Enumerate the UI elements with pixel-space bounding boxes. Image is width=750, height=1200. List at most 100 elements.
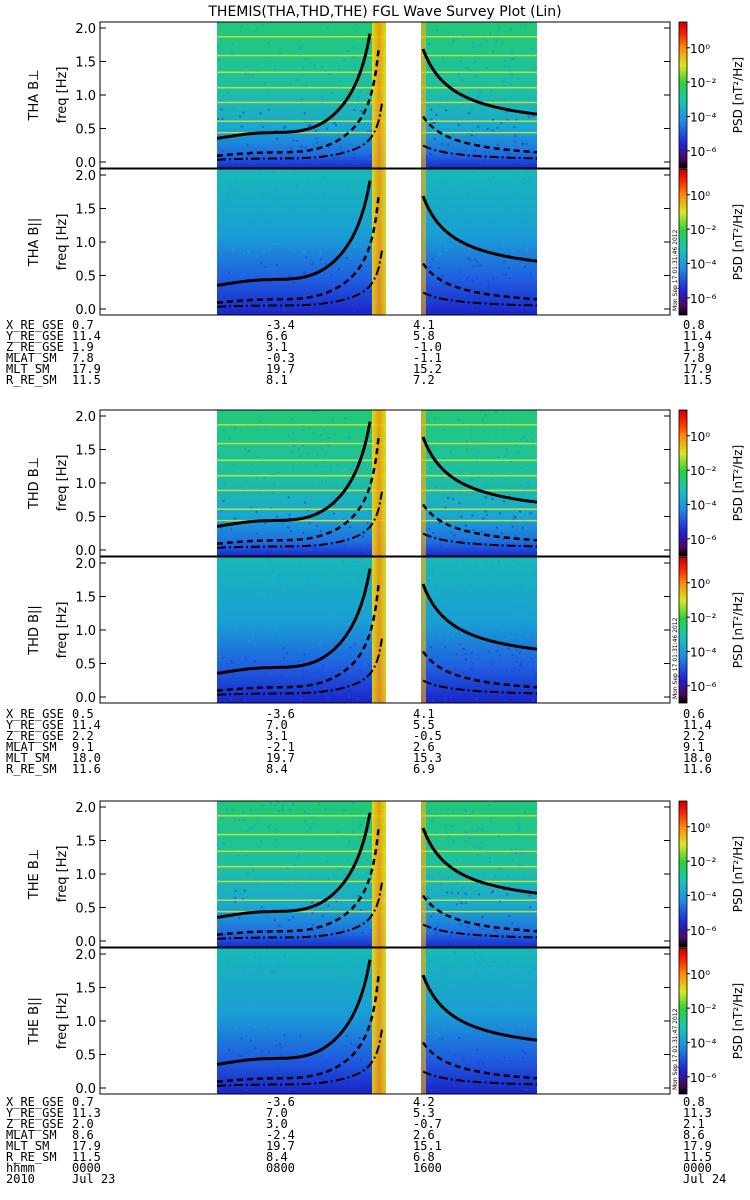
speckle: [528, 485, 530, 488]
speckle: [441, 477, 444, 480]
speckle: [437, 1033, 440, 1036]
orbit-value: 19.7: [266, 751, 295, 765]
speckle: [266, 626, 269, 629]
speckle: [533, 573, 536, 576]
orbit-value: 11.6: [683, 762, 712, 776]
speckle: [463, 988, 466, 990]
speckle: [526, 663, 529, 666]
speckle: [479, 90, 482, 93]
orbit-value: -3.6: [266, 707, 295, 721]
speckle: [259, 963, 261, 966]
speckle: [468, 112, 470, 115]
speckle: [448, 835, 451, 838]
speckle: [521, 994, 523, 997]
speckle: [430, 466, 433, 469]
speckle: [240, 429, 243, 432]
speckle: [281, 804, 284, 807]
speckle: [351, 305, 354, 307]
speckle: [474, 958, 477, 961]
speckle: [299, 239, 302, 242]
speckle: [503, 98, 506, 101]
speckle: [511, 525, 514, 528]
speckle: [469, 837, 472, 840]
speckle: [455, 903, 458, 906]
speckle: [328, 436, 331, 439]
speckle: [307, 812, 310, 815]
speckle: [264, 672, 267, 675]
speckle: [512, 670, 515, 673]
speckle: [291, 801, 294, 804]
speckle: [352, 46, 355, 49]
speckle: [452, 635, 455, 638]
speckle: [522, 436, 525, 439]
speckle: [514, 135, 517, 138]
speckle: [258, 211, 261, 214]
harmonic-stripe: [421, 131, 537, 134]
speckle: [252, 548, 255, 551]
speckle: [360, 558, 363, 561]
speckle: [352, 801, 355, 804]
speckle: [491, 974, 494, 977]
speckle: [344, 218, 346, 221]
speckle: [435, 242, 438, 245]
orbit-row: MLT_SM 17.9 19.7 15.2 17.9: [0, 363, 750, 375]
speckle: [475, 460, 478, 463]
speckle: [484, 414, 487, 417]
speckle: [522, 622, 525, 625]
speckle: [326, 27, 329, 30]
harmonic-stripe: [421, 474, 537, 477]
speckle: [217, 436, 220, 439]
orbit-value: 17.9: [72, 1139, 101, 1153]
speckle: [252, 636, 254, 639]
speckle: [300, 97, 303, 100]
speckle: [434, 832, 437, 834]
gyrofrequency-line: [216, 972, 381, 1083]
speckle: [300, 103, 303, 106]
speckle: [500, 122, 503, 125]
speckle: [353, 643, 356, 646]
speckle: [473, 171, 476, 174]
speckle: [477, 451, 480, 454]
orbit-row: 2010 Jul 23 Jul 24: [0, 1173, 750, 1185]
gyrofrequency-line: [216, 103, 383, 161]
speckle: [302, 66, 305, 69]
speckle: [353, 309, 356, 312]
speckle: [468, 68, 471, 71]
speckle: [525, 24, 527, 27]
speckle: [530, 152, 533, 155]
speckle: [475, 935, 478, 938]
speckle: [236, 626, 239, 629]
y-tick-label: 0.0: [75, 935, 96, 950]
speckle: [485, 486, 487, 489]
speckle: [228, 603, 231, 606]
speckle: [433, 417, 436, 420]
speckle: [222, 1009, 225, 1012]
speckle: [435, 113, 438, 116]
speckle: [292, 916, 294, 919]
orbit-value: 11.5: [683, 1150, 712, 1164]
orbit-value: 0800: [266, 1161, 295, 1175]
harmonic-stripe: [217, 865, 386, 868]
speckle: [255, 476, 258, 479]
speckle: [505, 273, 508, 276]
speckle: [428, 277, 431, 280]
speckle: [260, 197, 263, 199]
orbit-row-label: Y_RE_GSE: [6, 329, 64, 343]
speckle: [280, 674, 283, 677]
speckle: [312, 448, 315, 451]
perigee-edge: [372, 801, 386, 947]
speckle: [316, 141, 319, 144]
gyrofrequency-line: [216, 959, 372, 1066]
colorbar-tick-label: 10⁰: [690, 968, 710, 982]
speckle: [217, 454, 220, 457]
speckle: [462, 939, 465, 942]
speckle: [525, 852, 527, 855]
speckle: [361, 1067, 364, 1069]
speckle: [312, 929, 315, 932]
speckle: [248, 77, 251, 80]
speckle: [242, 592, 245, 595]
speckle: [465, 659, 468, 661]
speckle: [482, 517, 485, 520]
speckle: [433, 74, 436, 77]
